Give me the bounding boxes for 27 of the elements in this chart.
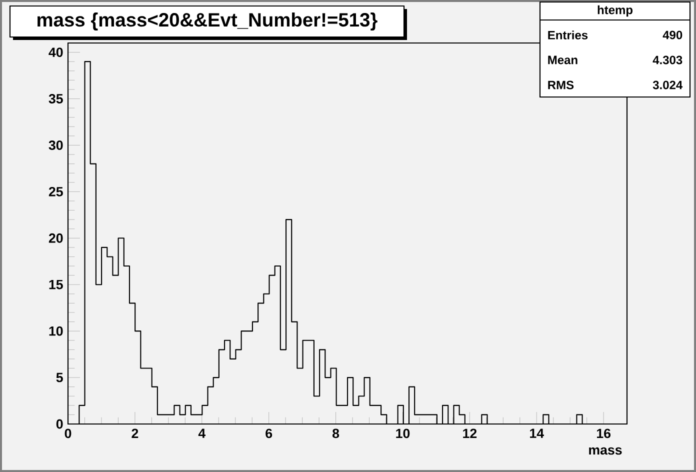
annotation: Mean — [548, 56, 578, 64]
text: 4.303 — [652, 56, 682, 64]
text: 3.024 — [652, 80, 683, 90]
x-tick-label: 6 — [266, 428, 272, 438]
x-tick-label: 8 — [332, 428, 340, 438]
x-tick-label: 12 — [463, 428, 477, 438]
x-tick-label: 14 — [530, 428, 544, 438]
annotation: RMS — [548, 80, 574, 90]
x-tick-label: 0 — [64, 428, 72, 438]
text: Entries — [548, 30, 588, 40]
x-tick-label: 2 — [132, 428, 138, 438]
y-tick-label: 20 — [48, 233, 63, 243]
y-tick-label: 40 — [48, 48, 63, 58]
y-tick-label: 25 — [48, 186, 63, 196]
text: htemp — [598, 5, 633, 17]
y-tick-label: 10 — [49, 326, 63, 336]
y-tick-label: 5 — [56, 372, 63, 382]
x-tick-label: 4 — [198, 428, 206, 438]
y-tick-label: 0 — [56, 419, 63, 429]
x-tick-label: 16 — [596, 428, 611, 438]
text: 490 — [662, 30, 682, 40]
x-tick-label: 10 — [396, 428, 410, 438]
y-tick-label: 15 — [49, 280, 63, 290]
y-tick-label: 35 — [48, 94, 63, 104]
x-axis-title: mass — [589, 447, 622, 455]
y-tick-label: 30 — [48, 140, 63, 150]
chart-title: mass {mass<20&&Evt_Number!=513} — [38, 12, 378, 30]
